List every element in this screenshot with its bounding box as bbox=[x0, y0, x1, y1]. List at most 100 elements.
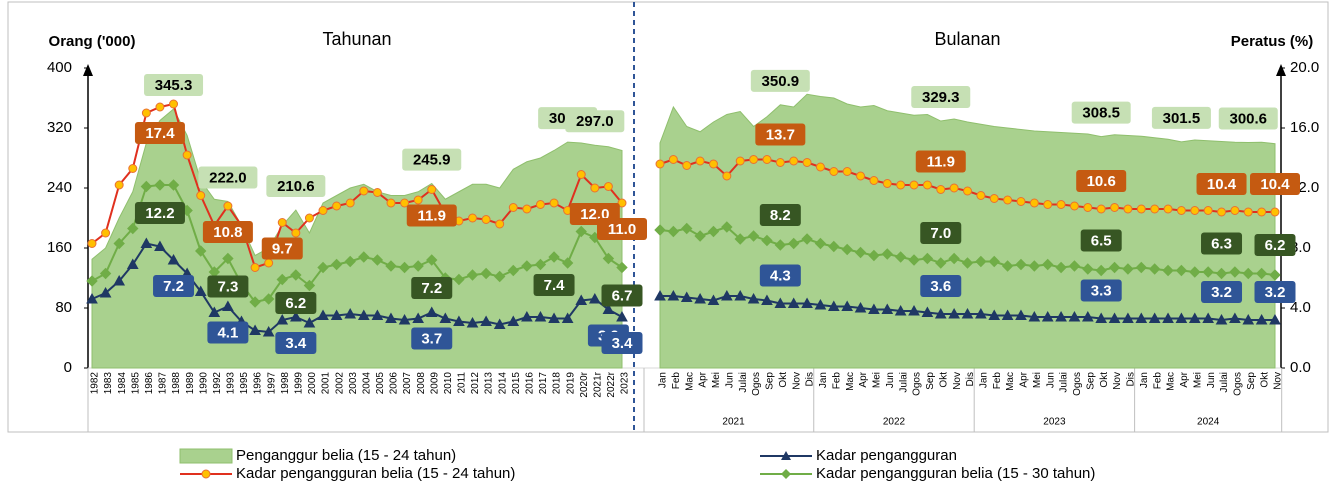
marker bbox=[466, 269, 479, 281]
marker bbox=[208, 306, 221, 317]
legend-label: Penganggur belia (15 - 24 tahun) bbox=[236, 447, 456, 464]
marker bbox=[1148, 263, 1161, 275]
marker bbox=[114, 180, 124, 190]
y2-tick-label: 4.0 bbox=[1290, 299, 1311, 316]
marker bbox=[975, 255, 987, 268]
marker bbox=[749, 155, 759, 164]
marker bbox=[694, 292, 706, 304]
marker bbox=[814, 237, 827, 250]
marker bbox=[1068, 310, 1081, 322]
legend-marker bbox=[781, 469, 791, 479]
marker bbox=[695, 156, 705, 166]
marker bbox=[1202, 312, 1215, 323]
x-tick-label: Mac bbox=[1166, 372, 1177, 391]
marker bbox=[385, 260, 397, 272]
marker bbox=[721, 221, 733, 233]
x-tick-label: 2012 bbox=[470, 372, 481, 395]
data-label-box bbox=[759, 204, 801, 226]
marker bbox=[815, 162, 825, 172]
marker bbox=[507, 264, 519, 277]
marker bbox=[1055, 261, 1067, 274]
marker bbox=[439, 312, 452, 323]
x-tick-label: Apr bbox=[1179, 371, 1190, 387]
marker bbox=[1015, 309, 1027, 320]
x-tick-label: 1998 bbox=[280, 372, 291, 395]
data-label-box bbox=[1071, 101, 1131, 124]
marker bbox=[1243, 207, 1253, 217]
y2-axis-title: Peratus (%) bbox=[1231, 33, 1314, 50]
y-axis-title: Orang ('000) bbox=[49, 33, 136, 50]
data-label: 301.5 bbox=[1163, 110, 1201, 127]
x-tick-label: 2006 bbox=[389, 372, 400, 395]
x-tick-label: 2014 bbox=[497, 372, 508, 395]
marker bbox=[1203, 206, 1213, 215]
marker bbox=[1122, 263, 1134, 275]
marker bbox=[561, 312, 574, 323]
marker bbox=[289, 310, 302, 322]
data-label-box bbox=[1218, 107, 1278, 130]
marker bbox=[99, 286, 112, 298]
x-tick-label: 2023 bbox=[620, 372, 631, 395]
x-tick-label: 2021r bbox=[592, 371, 603, 397]
data-label: 350.9 bbox=[762, 73, 800, 90]
y-tick-label: 160 bbox=[47, 239, 72, 256]
x-tick-label: 2001 bbox=[321, 372, 332, 395]
marker bbox=[140, 237, 153, 248]
marker bbox=[1108, 312, 1121, 323]
x-tick-label: 1987 bbox=[158, 372, 169, 395]
marker bbox=[303, 279, 316, 292]
legend-label: Kadar pengangguran bbox=[816, 447, 957, 464]
data-label: 297.0 bbox=[576, 113, 614, 130]
x-tick-label: Okt bbox=[1259, 372, 1270, 388]
data-label-box bbox=[1151, 106, 1211, 129]
marker bbox=[827, 300, 840, 311]
marker bbox=[332, 201, 342, 211]
marker bbox=[1029, 198, 1039, 208]
marker bbox=[1041, 310, 1054, 322]
x-tick-label: 2007 bbox=[402, 372, 413, 395]
year-label: 2022 bbox=[883, 417, 906, 428]
marker bbox=[480, 315, 492, 326]
marker bbox=[841, 300, 854, 311]
x-tick-label: 2010 bbox=[443, 372, 454, 395]
data-label: 11.9 bbox=[418, 207, 446, 224]
x-tick-label: Apr bbox=[858, 371, 869, 387]
marker bbox=[921, 252, 934, 265]
marker bbox=[426, 254, 438, 266]
x-tick-label: Jan bbox=[818, 372, 829, 388]
x-tick-label: Dis bbox=[965, 372, 976, 386]
marker bbox=[1083, 203, 1093, 212]
x-tick-label: Okt bbox=[938, 372, 949, 388]
marker bbox=[988, 255, 1000, 268]
marker bbox=[735, 156, 745, 166]
x-tick-label: Apr bbox=[1019, 371, 1030, 387]
year-label: 2023 bbox=[1043, 417, 1066, 428]
data-label-box bbox=[411, 327, 453, 350]
marker bbox=[722, 171, 732, 181]
marker bbox=[262, 325, 275, 337]
marker bbox=[128, 164, 138, 173]
x-tick-label: Jun bbox=[1206, 372, 1217, 388]
marker bbox=[398, 261, 411, 274]
data-label-box bbox=[202, 221, 253, 243]
marker bbox=[881, 303, 894, 314]
x-tick-label: Ogos bbox=[751, 372, 762, 396]
marker bbox=[1081, 310, 1094, 322]
x-tick-label: 2022r bbox=[606, 371, 617, 397]
marker bbox=[412, 260, 424, 272]
marker bbox=[155, 102, 165, 112]
data-label: 222.0 bbox=[209, 169, 247, 186]
marker bbox=[167, 179, 180, 191]
x-tick-label: Jun bbox=[724, 372, 735, 388]
marker bbox=[829, 167, 839, 176]
area bbox=[659, 93, 1276, 369]
data-label: 345.3 bbox=[155, 77, 193, 94]
marker bbox=[602, 303, 615, 314]
marker bbox=[1217, 207, 1227, 217]
marker bbox=[495, 219, 505, 229]
area bbox=[91, 108, 623, 369]
data-label-box bbox=[275, 292, 317, 314]
y2-axis-arrow bbox=[1276, 64, 1286, 76]
marker bbox=[1001, 260, 1014, 272]
marker bbox=[141, 108, 151, 118]
